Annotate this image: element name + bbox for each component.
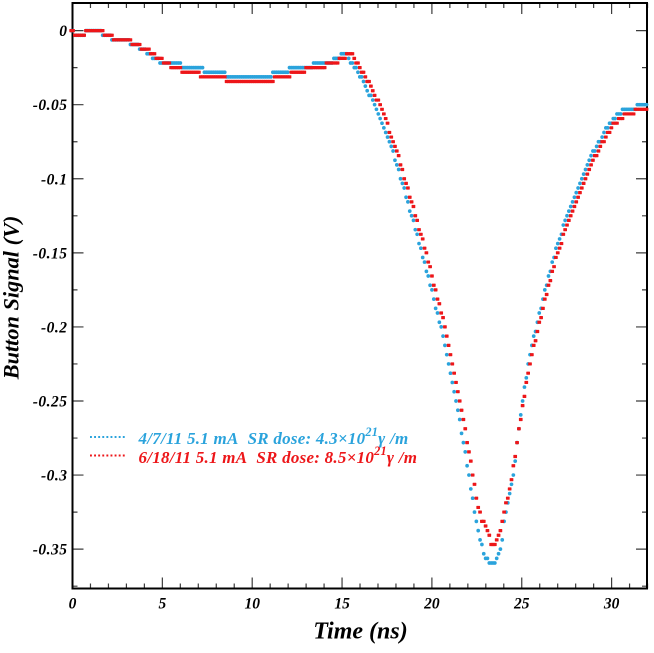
svg-text:-0.1: -0.1 <box>41 171 68 188</box>
svg-text:-0.25: -0.25 <box>33 394 68 411</box>
svg-text:4/7/11 5.1 mA SR dose: 4.3×10: 4/7/11 5.1 mA SR dose: 4.3×1021γ /m <box>138 425 409 448</box>
svg-text:15: 15 <box>334 596 350 613</box>
svg-text:6/18/11 5.1 mA SR dose: 8.5×1: 6/18/11 5.1 mA SR dose: 8.5×1021γ /m <box>139 444 418 467</box>
svg-text:-0.2: -0.2 <box>41 319 68 336</box>
svg-text:-0.15: -0.15 <box>33 245 68 262</box>
svg-text:-0.05: -0.05 <box>33 97 68 114</box>
svg-text:-0.3: -0.3 <box>41 468 68 485</box>
svg-text:5: 5 <box>159 596 167 613</box>
svg-text:Button Signal (V): Button Signal (V) <box>0 216 24 381</box>
svg-text:0: 0 <box>59 23 67 40</box>
svg-text:0: 0 <box>69 596 77 613</box>
svg-text:Time (ns): Time (ns) <box>313 618 407 644</box>
svg-text:20: 20 <box>423 596 440 613</box>
svg-text:30: 30 <box>603 596 620 613</box>
svg-text:25: 25 <box>513 596 530 613</box>
svg-text:-0.35: -0.35 <box>33 542 68 559</box>
svg-text:10: 10 <box>244 596 260 613</box>
